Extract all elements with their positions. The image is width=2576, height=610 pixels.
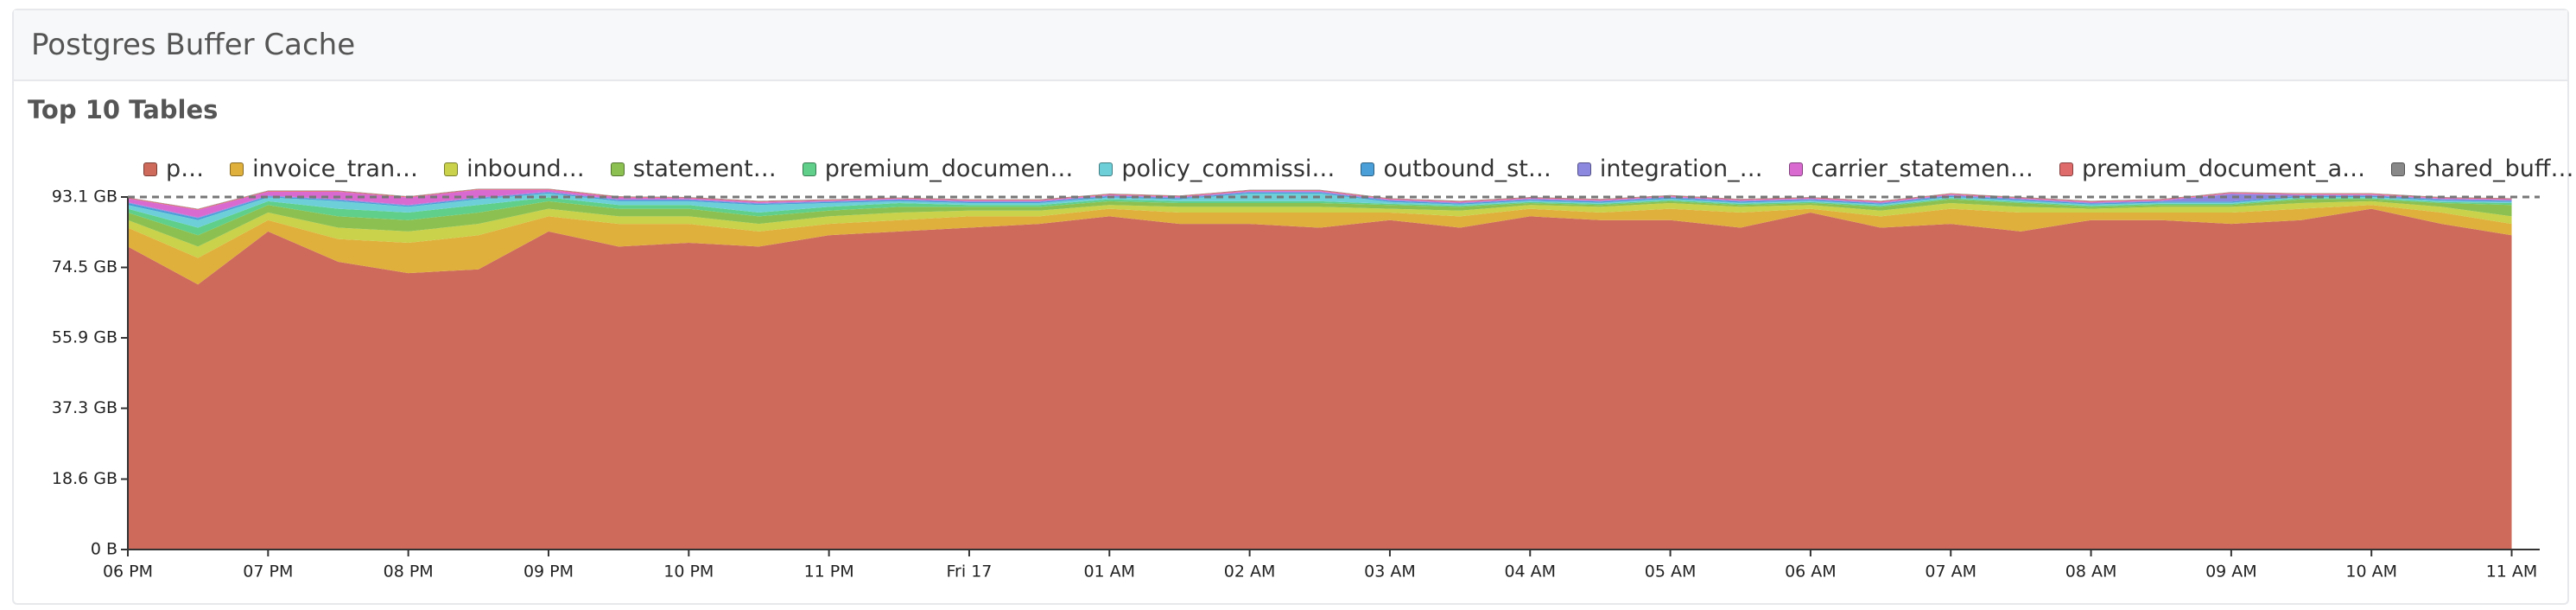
legend-swatch (230, 162, 244, 176)
legend-item[interactable]: shared_buff… (2391, 156, 2574, 182)
x-tick-label: 02 AM (1224, 562, 1276, 581)
area (128, 205, 2512, 285)
area (128, 197, 2512, 236)
x-tick-label: 08 AM (2065, 562, 2117, 581)
legend-label: inbound… (466, 156, 585, 182)
legend-item[interactable]: invoice_tran… (230, 156, 418, 182)
legend-swatch (2059, 162, 2073, 176)
legend-swatch (143, 162, 157, 176)
panel: Postgres Buffer Cache Top 10 Tables p… in… (12, 9, 2574, 605)
legend-label: statement… (632, 156, 777, 182)
legend-swatch (802, 162, 816, 176)
legend-swatch (1788, 162, 1803, 176)
x-tick-label: 09 PM (523, 562, 574, 581)
legend-swatch (444, 162, 459, 176)
legend-label: carrier_statemen… (1811, 156, 2034, 182)
x-tick-label: 08 PM (384, 562, 434, 581)
legend-item[interactable]: p… (143, 156, 204, 182)
x-tick-label: 07 PM (243, 562, 293, 581)
legend-item[interactable]: integration_… (1577, 156, 1763, 182)
legend-item[interactable]: policy_commissi… (1099, 156, 1335, 182)
y-tick-label: 0 B (91, 540, 117, 559)
area (128, 199, 2512, 247)
legend-item[interactable]: premium_document_a… (2059, 156, 2365, 182)
legend-item[interactable]: statement… (610, 156, 777, 182)
area (128, 194, 2512, 228)
y-tick-label: 74.5 GB (52, 257, 117, 276)
legend-item[interactable]: inbound… (444, 156, 585, 182)
x-tick-label: 05 AM (1645, 562, 1697, 581)
legend-item[interactable]: carrier_statemen… (1788, 156, 2034, 182)
legend-swatch (1361, 162, 1375, 176)
legend-swatch (1577, 162, 1591, 176)
x-tick-label: 07 AM (1925, 562, 1976, 581)
x-tick-label: Fri 17 (947, 562, 993, 581)
panel-title: Postgres Buffer Cache (14, 10, 2567, 81)
legend-item[interactable]: outbound_st… (1361, 156, 1551, 182)
legend: p… invoice_tran… inbound… statement… premium… (143, 156, 2574, 182)
y-tick-label: 55.9 GB (52, 328, 117, 347)
chart-title: Top 10 Tables (28, 95, 219, 124)
legend-label: p… (166, 156, 205, 182)
legend-item[interactable]: premium_documen… (802, 156, 1074, 182)
legend-swatch (2391, 162, 2406, 176)
area (128, 208, 2512, 550)
legend-label: shared_buff… (2414, 156, 2574, 182)
legend-label: premium_document_a… (2081, 156, 2366, 182)
area (128, 200, 2512, 258)
x-tick-label: 10 PM (663, 562, 714, 581)
legend-label: premium_documen… (824, 156, 1074, 182)
legend-swatch (610, 162, 625, 176)
x-tick-label: 09 AM (2205, 562, 2257, 581)
legend-label: invoice_tran… (252, 156, 419, 182)
x-tick-label: 11 AM (2486, 562, 2538, 581)
x-tick-label: 10 AM (2345, 562, 2397, 581)
legend-label: integration_… (1599, 156, 1763, 182)
x-tick-label: 04 AM (1504, 562, 1556, 581)
x-tick-label: 06 PM (103, 562, 153, 581)
legend-swatch (1099, 162, 1114, 176)
x-tick-label: 01 AM (1083, 562, 1135, 581)
x-tick-label: 06 AM (1785, 562, 1837, 581)
legend-label: policy_commissi… (1121, 156, 1336, 182)
y-tick-label: 93.1 GB (52, 187, 117, 207)
x-tick-label: 11 PM (804, 562, 854, 581)
y-tick-label: 37.3 GB (52, 398, 117, 417)
y-tick-label: 18.6 GB (52, 469, 117, 488)
legend-label: outbound_st… (1383, 156, 1551, 182)
x-tick-label: 03 AM (1364, 562, 1416, 581)
